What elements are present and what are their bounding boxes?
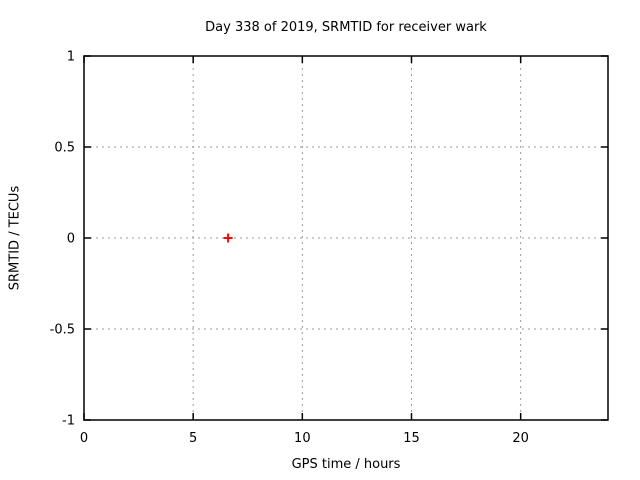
x-tick-label: 0: [80, 431, 88, 446]
x-tick-label: 20: [512, 431, 529, 446]
y-tick-label: -1: [62, 414, 75, 429]
x-tick-label: 15: [403, 431, 420, 446]
x-tick-label: 10: [294, 431, 311, 446]
x-axis-label: GPS time / hours: [291, 457, 401, 472]
chart-title: Day 338 of 2019, SRMTID for receiver war…: [205, 20, 487, 35]
y-tick-label: 0.5: [54, 141, 75, 156]
y-tick-label: 1: [67, 50, 75, 65]
y-tick-label: 0: [67, 232, 75, 247]
y-tick-label: -0.5: [50, 323, 75, 338]
x-tick-label: 5: [189, 431, 197, 446]
